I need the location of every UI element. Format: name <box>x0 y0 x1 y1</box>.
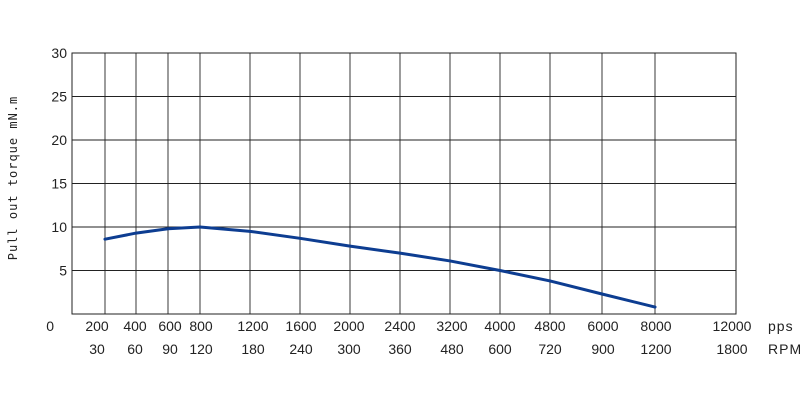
x-tick-label-rpm: 120 <box>189 341 213 357</box>
x-unit-pps: pps <box>768 318 794 334</box>
data-point <box>398 251 402 255</box>
x-tick-label-pps: 4800 <box>534 318 565 334</box>
x-tick-labels: 200 400 600 800 1200 1600 2000 2400 3200 4000 4800… <box>85 318 751 357</box>
y-tick-label: 15 <box>51 176 67 192</box>
data-point <box>248 229 252 233</box>
x-tick-label-pps: 3200 <box>436 318 467 334</box>
x-tick-label-rpm: 600 <box>488 341 512 357</box>
x-tick-label-rpm: 1800 <box>716 341 747 357</box>
x-tick-label-pps: 1200 <box>237 318 268 334</box>
x-unit-rpm: RPM <box>768 341 800 357</box>
x-tick-label-pps: 1600 <box>285 318 316 334</box>
x-tick-label-pps: 2400 <box>384 318 415 334</box>
chart-grid <box>71 52 737 315</box>
data-point <box>134 231 138 235</box>
plot-series <box>103 225 657 309</box>
x-tick-label-rpm: 90 <box>162 341 178 357</box>
y-tick-labels: 0 5 10 15 20 25 30 <box>46 45 67 334</box>
y-tick-label: 25 <box>51 89 67 105</box>
x-tick-label-rpm: 180 <box>241 341 265 357</box>
data-point <box>198 225 202 229</box>
y-tick-label: 5 <box>59 263 67 279</box>
x-tick-label-rpm: 900 <box>591 341 615 357</box>
data-point <box>448 259 452 263</box>
data-point <box>548 279 552 283</box>
y-tick-label: 0 <box>46 318 54 334</box>
data-point <box>600 292 604 296</box>
data-point <box>166 227 170 231</box>
data-point <box>298 236 302 240</box>
data-point <box>103 237 107 241</box>
x-tick-label-pps: 400 <box>123 318 147 334</box>
x-tick-label-pps: 8000 <box>640 318 671 334</box>
torque-curve <box>103 225 657 309</box>
x-tick-label-rpm: 240 <box>289 341 313 357</box>
x-tick-label-rpm: 1200 <box>640 341 671 357</box>
y-tick-label: 10 <box>51 219 67 235</box>
x-tick-label-rpm: 360 <box>388 341 412 357</box>
x-tick-label-rpm: 480 <box>440 341 464 357</box>
y-tick-label: 20 <box>51 132 67 148</box>
x-tick-label-pps: 600 <box>158 318 182 334</box>
x-tick-label-pps: 800 <box>189 318 213 334</box>
y-axis-label: Pull out torque mN.m <box>6 96 20 261</box>
x-tick-label-rpm: 300 <box>337 341 361 357</box>
data-point <box>653 305 657 309</box>
data-point <box>498 269 502 272</box>
x-tick-label-rpm: 720 <box>538 341 562 357</box>
x-tick-label-pps: 6000 <box>587 318 618 334</box>
x-tick-label-pps: 4000 <box>484 318 515 334</box>
x-tick-label-pps: 2000 <box>333 318 364 334</box>
x-tick-label-pps: 12000 <box>713 318 752 334</box>
x-tick-label-pps: 200 <box>85 318 109 334</box>
x-tick-label-rpm: 30 <box>89 341 105 357</box>
x-tick-label-rpm: 60 <box>127 341 143 357</box>
y-tick-label: 30 <box>51 45 67 61</box>
data-point <box>348 244 352 248</box>
